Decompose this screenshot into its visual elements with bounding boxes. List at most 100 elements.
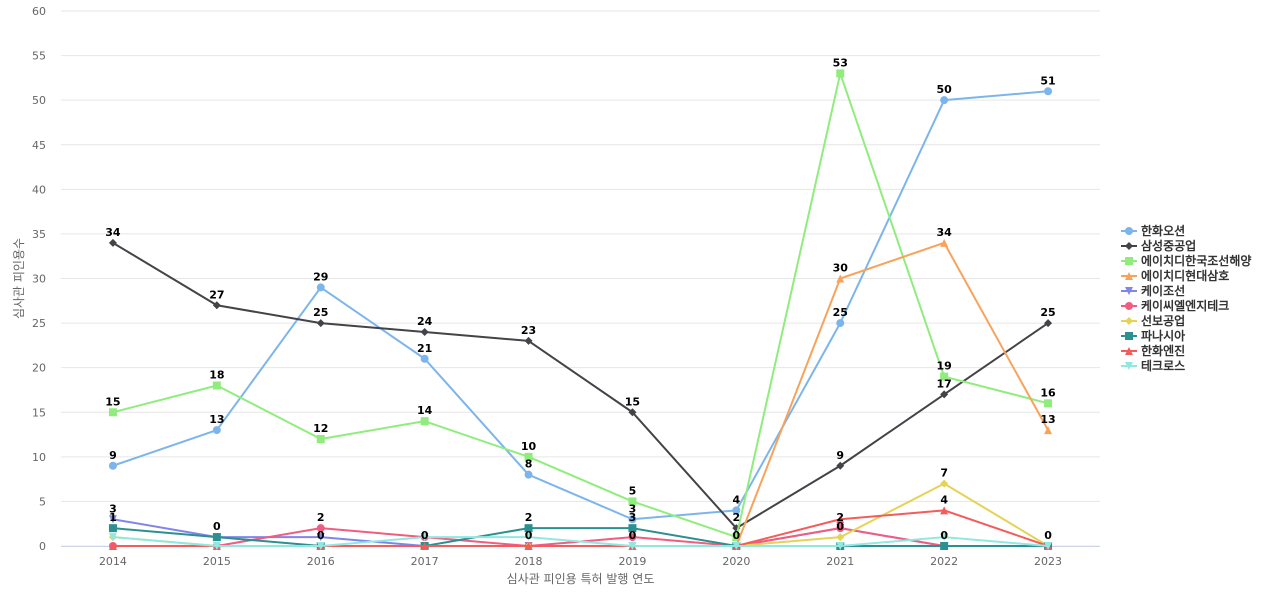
data-point[interactable] [420,417,429,426]
data-point[interactable] [420,542,429,550]
data-point[interactable] [1044,426,1053,435]
data-point[interactable] [108,542,117,550]
data-label: 4 [733,493,741,506]
legend-item[interactable]: 한화오션 [1121,223,1185,238]
data-point[interactable] [836,461,845,470]
data-point[interactable] [108,461,117,470]
data-point[interactable] [212,301,221,310]
legend-item[interactable]: 파나시아 [1121,328,1185,343]
data-point[interactable] [108,533,117,542]
series-line[interactable] [112,536,1049,547]
data-point[interactable] [420,533,429,542]
data-point[interactable] [1044,319,1053,328]
data-point[interactable] [836,515,845,524]
data-point[interactable] [836,274,845,283]
legend-marker[interactable] [1125,347,1133,355]
series-line[interactable] [112,241,1049,547]
data-point[interactable] [316,533,325,542]
data-point[interactable] [316,524,325,533]
data-point[interactable] [524,470,533,479]
series-테크로스 [108,533,1053,550]
data-point[interactable] [108,408,117,417]
legend-marker[interactable] [1125,302,1133,310]
data-point[interactable] [316,542,325,550]
data-point[interactable] [732,506,741,515]
data-point[interactable] [316,435,325,443]
series-에이치디현대삼호 [108,238,1053,550]
data-point[interactable] [940,479,949,488]
data-label: 5 [629,484,637,497]
x-tick-label: 2018 [515,555,543,568]
data-point[interactable] [628,524,637,533]
legend[interactable]: 한화오션삼성중공업에이치디한국조선해양에이치디현대삼호케이조선케이씨엘엔지테크선… [1121,223,1251,373]
data-point[interactable] [524,533,533,542]
data-point[interactable] [316,319,325,328]
series-line[interactable] [112,241,1049,530]
data-point[interactable] [940,506,949,515]
legend-item[interactable]: 에이치디한국조선해양 [1121,253,1251,268]
data-point[interactable] [108,515,117,524]
data-point[interactable] [212,381,221,390]
data-point[interactable] [1044,399,1053,408]
data-point[interactable] [732,533,741,542]
data-point[interactable] [212,533,221,542]
data-point[interactable] [940,96,949,105]
data-point[interactable] [628,542,637,550]
data-point[interactable] [524,452,533,461]
legend-marker[interactable] [1125,242,1133,250]
legend-item[interactable]: 에이치디현대삼호 [1121,268,1229,283]
legend-item[interactable]: 삼성중공업 [1121,238,1196,253]
data-point[interactable] [420,354,429,363]
data-label: 3 [109,502,117,515]
data-point[interactable] [212,542,221,550]
series-line[interactable] [112,90,1049,521]
data-point[interactable] [1044,87,1053,96]
series-line[interactable] [112,72,1049,539]
x-axis-ticks: 2014 2015 2016 2017 2018 2019 2020 2021 2022 2023 [99,555,1062,568]
series-line[interactable] [112,527,1049,547]
data-point[interactable] [524,524,533,533]
data-point[interactable] [836,69,845,78]
data-point[interactable] [940,542,949,550]
legend-marker[interactable] [1125,227,1133,235]
legend-marker[interactable] [1125,257,1133,265]
legend-marker[interactable] [1125,272,1133,280]
legend-marker[interactable] [1125,317,1133,325]
data-label: 19 [936,360,951,373]
data-point[interactable] [940,390,949,399]
legend-item[interactable]: 테크로스 [1121,359,1185,373]
legend-item[interactable]: 선보공업 [1121,313,1185,328]
data-point[interactable] [108,524,117,533]
data-point[interactable] [836,319,845,328]
data-point[interactable] [836,533,845,542]
data-point[interactable] [628,533,637,542]
legend-item[interactable]: 한화엔진 [1121,343,1185,358]
data-point[interactable] [940,372,949,381]
data-point[interactable] [316,283,325,292]
data-point[interactable] [628,408,637,417]
data-point[interactable] [628,497,637,506]
data-point[interactable] [940,238,949,247]
data-point[interactable] [1044,542,1053,550]
data-point[interactable] [628,515,637,524]
legend-item[interactable]: 케이씨엘엔지테크 [1121,298,1229,313]
legend-item[interactable]: 케이조선 [1121,283,1185,298]
legend-marker[interactable] [1125,362,1133,370]
legend-marker[interactable] [1125,287,1133,295]
y-tick-label: 5 [39,495,46,508]
data-point[interactable] [836,542,845,550]
legend-marker[interactable] [1125,332,1133,340]
data-point[interactable] [524,336,533,345]
data-point[interactable] [212,426,221,435]
data-point[interactable] [732,542,741,550]
data-label: 0 [317,529,325,542]
data-point[interactable] [836,524,845,533]
data-point[interactable] [420,328,429,336]
data-point[interactable] [940,533,949,542]
data-point[interactable] [524,542,533,550]
y-tick-label: 10 [32,451,46,464]
y-tick-label: 50 [32,94,46,107]
data-point[interactable] [108,238,117,247]
data-label: 14 [417,404,433,417]
data-label: 9 [109,449,117,462]
